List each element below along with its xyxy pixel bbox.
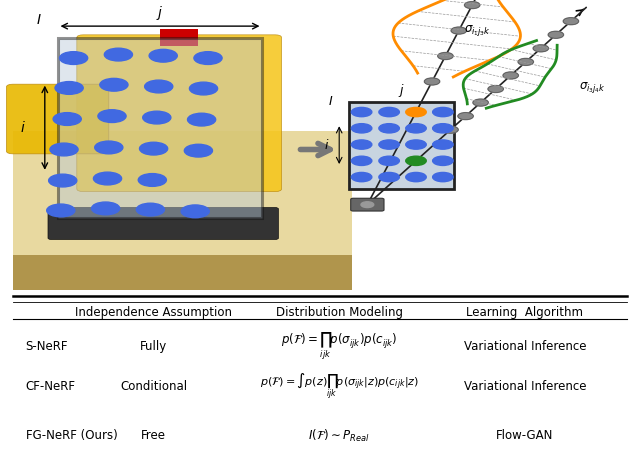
Circle shape: [145, 80, 173, 93]
Circle shape: [503, 72, 518, 79]
Circle shape: [351, 108, 372, 117]
Circle shape: [433, 108, 453, 117]
Circle shape: [49, 174, 77, 187]
Circle shape: [406, 124, 426, 133]
Circle shape: [188, 113, 216, 126]
Circle shape: [433, 140, 453, 149]
Circle shape: [189, 82, 218, 95]
Circle shape: [473, 99, 488, 106]
Text: Free: Free: [141, 429, 166, 442]
Text: Flow-GAN: Flow-GAN: [496, 429, 554, 442]
Circle shape: [92, 202, 120, 215]
Text: S-NeRF: S-NeRF: [26, 340, 68, 353]
Text: $p(\mathcal{F})=\int p(z)\prod_{ijk}p(\sigma_{ijk}|z)p(c_{ijk}|z)$: $p(\mathcal{F})=\int p(z)\prod_{ijk}p(\s…: [260, 371, 419, 402]
Text: j: j: [158, 6, 162, 20]
Circle shape: [143, 111, 171, 124]
Text: Distribution Modeling: Distribution Modeling: [276, 305, 403, 319]
Text: Variational Inference: Variational Inference: [463, 380, 586, 393]
Circle shape: [433, 124, 453, 133]
Circle shape: [361, 202, 374, 208]
Text: Independence Assumption: Independence Assumption: [75, 305, 232, 319]
Circle shape: [548, 31, 564, 38]
Circle shape: [140, 142, 168, 155]
FancyBboxPatch shape: [48, 208, 278, 239]
Circle shape: [181, 205, 209, 218]
Bar: [58, 38, 262, 218]
Circle shape: [533, 45, 548, 52]
Circle shape: [98, 110, 126, 123]
Circle shape: [424, 78, 440, 85]
Circle shape: [465, 1, 480, 8]
Text: i: i: [20, 121, 24, 135]
Circle shape: [406, 108, 426, 117]
Circle shape: [351, 124, 372, 133]
Circle shape: [433, 172, 453, 182]
Text: $I(\mathcal{F})\sim P_{Real}$: $I(\mathcal{F})\sim P_{Real}$: [308, 428, 370, 444]
Circle shape: [379, 124, 399, 133]
Circle shape: [194, 51, 222, 65]
Circle shape: [379, 140, 399, 149]
Circle shape: [138, 174, 166, 186]
Circle shape: [379, 156, 399, 166]
Circle shape: [433, 156, 453, 166]
Circle shape: [406, 156, 426, 166]
Circle shape: [406, 172, 426, 182]
Circle shape: [406, 140, 426, 149]
Circle shape: [379, 172, 399, 182]
Circle shape: [379, 108, 399, 117]
Text: j: j: [400, 84, 403, 97]
Circle shape: [136, 203, 164, 216]
Circle shape: [50, 143, 78, 156]
Circle shape: [458, 113, 473, 119]
Circle shape: [184, 144, 212, 157]
Bar: [160, 29, 198, 46]
Circle shape: [351, 140, 372, 149]
Text: I: I: [36, 13, 40, 27]
Circle shape: [60, 51, 88, 65]
Circle shape: [53, 113, 81, 126]
Circle shape: [488, 85, 503, 93]
Circle shape: [95, 141, 123, 154]
Text: $\sigma_{i_1 j_3 k}$: $\sigma_{i_1 j_3 k}$: [464, 23, 491, 38]
Circle shape: [55, 82, 83, 94]
Circle shape: [443, 126, 458, 133]
Text: i: i: [324, 139, 328, 152]
Bar: [349, 101, 454, 189]
Circle shape: [518, 59, 534, 66]
Circle shape: [451, 27, 467, 34]
Text: $p(\mathcal{F})=\prod_{ijk}p(\sigma_{ijk})p(c_{ijk})$: $p(\mathcal{F})=\prod_{ijk}p(\sigma_{ijk…: [281, 331, 397, 362]
FancyBboxPatch shape: [351, 198, 384, 211]
Text: I: I: [329, 95, 333, 108]
Text: Variational Inference: Variational Inference: [463, 340, 586, 353]
Circle shape: [100, 78, 128, 91]
Circle shape: [438, 52, 453, 59]
Circle shape: [351, 156, 372, 166]
Circle shape: [149, 50, 177, 62]
Text: $\sigma_{i_3 j_4 k}$: $\sigma_{i_3 j_4 k}$: [579, 80, 606, 94]
Circle shape: [351, 172, 372, 182]
Circle shape: [104, 48, 132, 61]
Polygon shape: [13, 255, 352, 290]
Circle shape: [47, 204, 75, 217]
Text: FG-NeRF (Ours): FG-NeRF (Ours): [26, 429, 117, 442]
FancyBboxPatch shape: [77, 35, 282, 192]
Text: Learning  Algorithm: Learning Algorithm: [467, 305, 583, 319]
Polygon shape: [13, 131, 352, 290]
Circle shape: [93, 172, 122, 185]
Text: Fully: Fully: [140, 340, 167, 353]
Text: Conditional: Conditional: [120, 380, 187, 393]
Text: CF-NeRF: CF-NeRF: [26, 380, 76, 393]
Circle shape: [563, 18, 579, 25]
FancyBboxPatch shape: [6, 84, 109, 154]
